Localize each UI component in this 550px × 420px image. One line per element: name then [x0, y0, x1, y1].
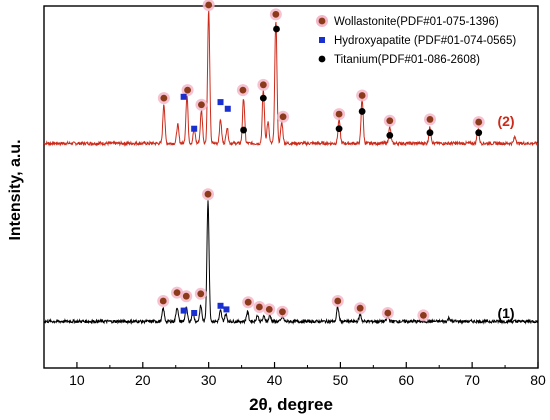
- hydroxyapatite-marker: [223, 306, 230, 313]
- wollastonite-marker: [386, 117, 394, 125]
- wollastonite-marker: [182, 292, 190, 300]
- x-tick-label: 50: [333, 372, 349, 388]
- wollastonite-marker: [356, 304, 364, 312]
- wollastonite-marker: [159, 297, 167, 305]
- curves-layer: [43, 10, 539, 325]
- wollastonite-marker: [279, 308, 286, 316]
- x-axis-title: 2θ, degree: [249, 395, 333, 414]
- hydroxyapatite-marker: [180, 307, 187, 314]
- wollastonite-marker: [475, 118, 483, 126]
- hydroxyapatite-marker: [224, 105, 231, 112]
- wollastonite-marker: [272, 10, 280, 18]
- x-tick-label: 10: [69, 372, 85, 388]
- wollastonite-marker: [419, 312, 427, 319]
- x-tick-label: 80: [530, 372, 546, 388]
- wollastonite-marker: [197, 290, 205, 298]
- markers-layer: [157, 0, 485, 322]
- legend-label: Titanium(PDF#01-086-2608): [334, 54, 480, 66]
- wollastonite-marker: [239, 86, 247, 94]
- wollastonite-marker: [334, 297, 342, 305]
- x-tick-label: 70: [464, 372, 480, 388]
- titanium-marker: [240, 126, 247, 134]
- wollastonite-marker: [204, 190, 212, 198]
- legend-label: Hydroxyapatite (PDF#01-074-0565): [334, 35, 516, 47]
- wollastonite-marker: [205, 1, 213, 9]
- wollastonite-marker: [259, 81, 267, 89]
- titanium-marker: [426, 129, 434, 137]
- x-tick-label: 20: [135, 372, 151, 388]
- hydroxyapatite-marker: [217, 302, 224, 309]
- wollastonite-marker: [160, 94, 168, 102]
- legend-marker-icon: [318, 55, 326, 63]
- hydroxyapatite-marker: [191, 310, 198, 316]
- hydroxyapatite-marker: [180, 93, 187, 100]
- wollastonite-marker: [255, 303, 263, 311]
- series-line: [43, 10, 539, 147]
- titanium-marker: [475, 129, 483, 137]
- wollastonite-marker: [426, 116, 434, 123]
- wollastonite-marker: [244, 298, 252, 306]
- hydroxyapatite-marker: [191, 125, 198, 132]
- titanium-marker: [358, 108, 366, 115]
- wollastonite-marker: [198, 101, 205, 109]
- x-tick-label: 40: [267, 372, 283, 388]
- plot-frame: [43, 5, 539, 369]
- titanium-marker: [335, 125, 343, 133]
- wollastonite-marker: [335, 110, 343, 118]
- wollastonite-marker: [358, 92, 366, 99]
- legend: Wollastonite(PDF#01-075-1396) Hydroxyapat…: [316, 15, 516, 66]
- wollastonite-marker: [184, 86, 191, 94]
- titanium-marker: [386, 131, 394, 139]
- x-axis-ticks: 10 20 30 40 50 60 70 80: [43, 362, 546, 388]
- series-label: (2): [497, 113, 514, 129]
- wollastonite-marker: [173, 289, 181, 296]
- series-labels: (2) (1): [497, 113, 514, 321]
- x-tick-label: 30: [201, 372, 217, 388]
- series-line: [43, 200, 539, 325]
- wollastonite-marker: [265, 306, 273, 313]
- series-label: (1): [497, 305, 514, 321]
- legend-marker-icon: [318, 17, 326, 25]
- titanium-marker: [273, 25, 280, 33]
- wollastonite-marker: [384, 309, 392, 317]
- wollastonite-marker: [279, 113, 287, 121]
- x-tick-label: 60: [398, 372, 414, 388]
- legend-label: Wollastonite(PDF#01-075-1396): [334, 16, 499, 28]
- y-axis-title: Intensity, a.u.: [7, 139, 24, 240]
- titanium-marker: [259, 94, 267, 102]
- legend-hydroxyapatite-icon: [319, 37, 325, 43]
- hydroxyapatite-marker: [217, 99, 224, 106]
